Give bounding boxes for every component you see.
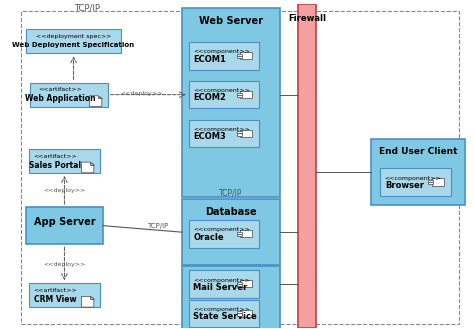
FancyBboxPatch shape	[298, 4, 316, 328]
Bar	[240, 280, 252, 288]
Bar	[237, 284, 242, 286]
Text: App Server: App Server	[34, 217, 95, 227]
Polygon shape	[82, 296, 94, 307]
FancyBboxPatch shape	[182, 199, 280, 265]
Bar	[237, 92, 242, 95]
Text: <<artifact>>: <<artifact>>	[38, 87, 82, 92]
Bar	[237, 282, 242, 284]
Bar	[432, 178, 444, 186]
Text: State Service: State Service	[193, 312, 257, 321]
Text: ECOM3: ECOM3	[193, 132, 226, 141]
Text: <<artifact>>: <<artifact>>	[34, 288, 77, 293]
FancyBboxPatch shape	[380, 168, 451, 196]
Bar	[237, 232, 242, 234]
Text: Browser: Browser	[385, 181, 424, 190]
FancyBboxPatch shape	[26, 207, 103, 244]
Text: Database: Database	[205, 207, 257, 217]
Bar	[237, 134, 242, 136]
Text: Oracle: Oracle	[193, 233, 224, 241]
Bar	[240, 230, 252, 237]
FancyBboxPatch shape	[189, 81, 259, 108]
Polygon shape	[90, 296, 94, 299]
Text: Web Deployment Specification: Web Deployment Specification	[12, 42, 135, 48]
Text: <<deploy>>: <<deploy>>	[121, 90, 163, 95]
Text: TCP/IP: TCP/IP	[147, 223, 169, 229]
Text: <<component>>: <<component>>	[193, 227, 250, 232]
FancyBboxPatch shape	[189, 120, 259, 147]
Text: <<component>>: <<component>>	[193, 127, 250, 132]
Bar	[237, 54, 242, 56]
Text: <<component>>: <<component>>	[193, 49, 250, 54]
Text: Sales Portal: Sales Portal	[29, 161, 82, 170]
Text: Web Application: Web Application	[25, 94, 95, 103]
FancyBboxPatch shape	[182, 266, 280, 329]
Bar	[237, 95, 242, 97]
Bar	[237, 56, 242, 58]
Bar	[240, 310, 252, 317]
FancyBboxPatch shape	[189, 270, 259, 298]
Bar	[237, 234, 242, 236]
Text: <<artifact>>: <<artifact>>	[34, 154, 77, 159]
Text: CRM View: CRM View	[34, 295, 76, 304]
FancyBboxPatch shape	[29, 283, 100, 307]
Polygon shape	[82, 162, 94, 173]
Polygon shape	[90, 96, 102, 107]
Text: <<deploy>>: <<deploy>>	[43, 262, 85, 267]
Text: ECOM1: ECOM1	[193, 55, 226, 63]
FancyBboxPatch shape	[371, 139, 465, 206]
Text: ECOM2: ECOM2	[193, 93, 226, 102]
Bar	[237, 314, 242, 316]
Bar	[237, 311, 242, 314]
FancyBboxPatch shape	[26, 29, 121, 53]
Bar	[428, 180, 433, 182]
Text: Web Server: Web Server	[199, 16, 263, 26]
Text: <<deployment spec>>: <<deployment spec>>	[36, 34, 111, 39]
Polygon shape	[90, 162, 94, 165]
FancyBboxPatch shape	[189, 300, 259, 327]
FancyBboxPatch shape	[29, 149, 100, 173]
Text: TCP/IP: TCP/IP	[74, 3, 100, 12]
Text: <<component>>: <<component>>	[193, 307, 250, 312]
Bar	[240, 91, 252, 98]
Text: <<component>>: <<component>>	[193, 278, 250, 283]
Bar	[240, 130, 252, 137]
Text: Mail Server: Mail Server	[193, 283, 247, 292]
Bar	[240, 52, 252, 59]
FancyBboxPatch shape	[182, 8, 280, 197]
Text: <<component>>: <<component>>	[385, 176, 442, 181]
FancyBboxPatch shape	[189, 42, 259, 69]
Polygon shape	[98, 96, 102, 98]
Text: Firewall: Firewall	[288, 14, 326, 23]
Text: <<component>>: <<component>>	[193, 88, 250, 93]
Text: End User Client: End User Client	[379, 147, 457, 156]
Bar	[237, 131, 242, 134]
Bar	[428, 182, 433, 184]
FancyBboxPatch shape	[30, 83, 108, 107]
Text: <<deploy>>: <<deploy>>	[43, 188, 85, 192]
Text: TCP/IP: TCP/IP	[219, 189, 243, 198]
FancyBboxPatch shape	[189, 220, 259, 247]
